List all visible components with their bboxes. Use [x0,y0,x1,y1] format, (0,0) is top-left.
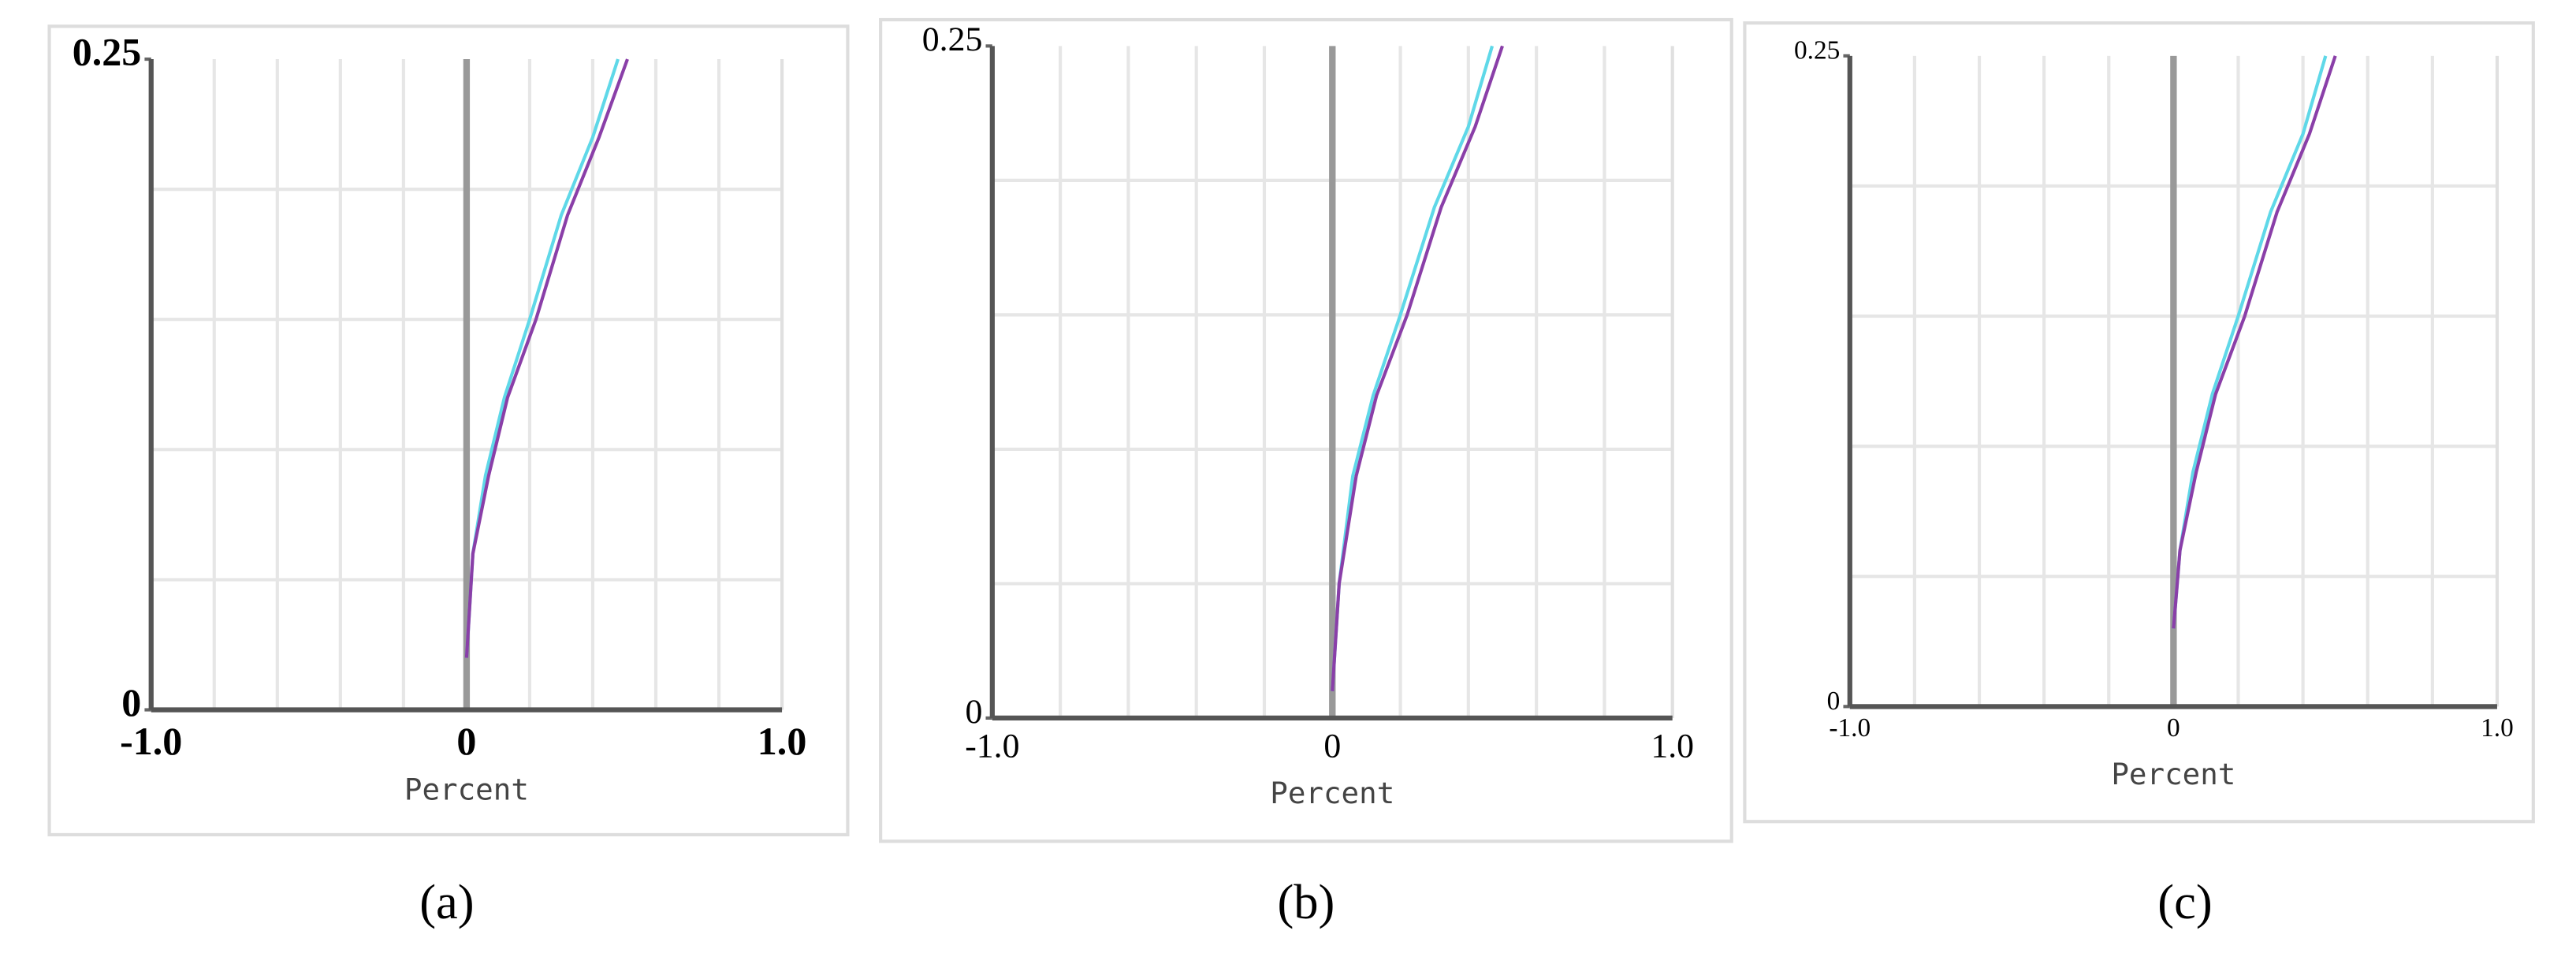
panel-caption: (c) [2157,874,2212,929]
y-tick-label: 0 [121,680,141,724]
x-tick-label: -1.0 [1829,713,1871,743]
panel-frame [879,17,1733,843]
x-tick-label: -1.0 [965,727,1019,765]
x-tick-label: 1.0 [2481,713,2514,743]
x-tick-label: -1.0 [120,719,182,763]
panel-caption: (a) [419,874,474,929]
panel-frame [47,24,850,837]
data-line [1331,45,1504,691]
y-tick-label: 0.25 [1794,35,1840,65]
y-tick-label: 0 [1827,687,1841,716]
x-tick-label: 0 [456,719,476,763]
data-line [2172,55,2337,629]
y-tick-label: 0.25 [73,29,142,73]
x-tick-label: 0 [1323,727,1341,765]
x-axis-label: Percent [2111,757,2235,791]
x-axis-label: Percent [1270,776,1394,810]
x-tick-label: 0 [2167,713,2180,743]
y-tick-label: 0.25 [922,20,983,58]
x-axis-label: Percent [404,772,529,806]
x-tick-label: 1.0 [758,719,807,763]
y-tick-label: 0 [965,693,982,731]
panel-frame [1743,21,2535,824]
x-tick-label: 1.0 [1651,727,1694,765]
panel-caption: (b) [1277,874,1335,929]
data-line [464,58,629,658]
